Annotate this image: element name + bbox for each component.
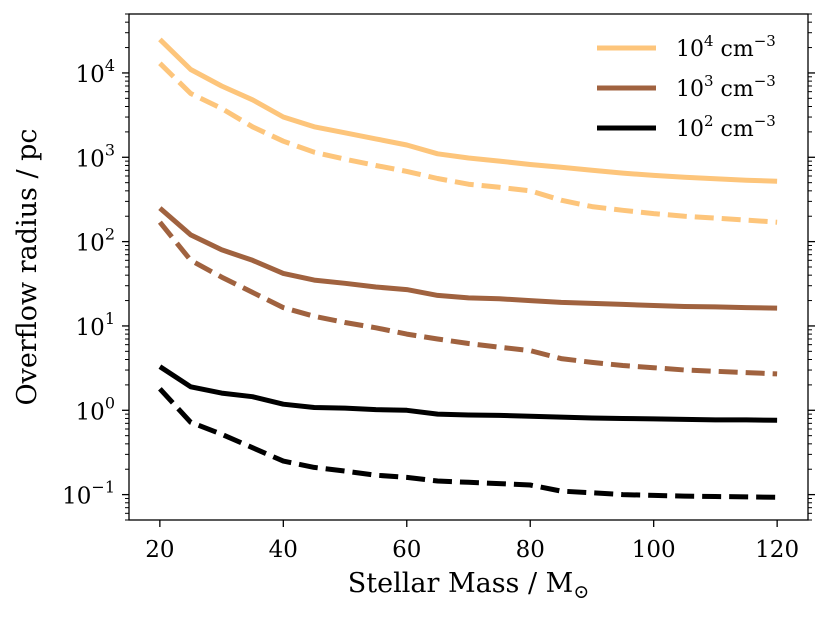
y-tick-label: 10−1 [62,478,115,510]
ticks-layer: 20 40 60 80 100 120 10−1 100 101 102 103 104 [62,13,815,563]
x-tick-label: 100 [632,537,676,563]
x-axis-label-sun-symbol: ⊙ [573,581,589,603]
x-tick-label: 80 [516,537,545,563]
series-line-3 [157,220,778,377]
legend: 104 cm−3 103 cm−3 102 cm−3 [597,32,776,142]
series-line-0 [158,37,778,184]
y-axis-label: Overflow radius / pc [12,128,43,405]
legend-label-0: 104 cm−3 [676,32,776,62]
y-tick-label: 101 [76,309,115,341]
series-line-2 [158,206,778,311]
y-tick-label: 100 [76,393,115,425]
x-tick-label: 120 [755,537,799,563]
series-line-4 [158,364,778,423]
y-tick-label: 102 [76,225,115,257]
legend-label-2: 102 cm−3 [676,112,776,142]
x-tick-label: 60 [392,537,421,563]
x-tick-label: 40 [269,537,298,563]
x-axis-label: Stellar Mass / M⊙ [348,568,589,603]
series-line-5 [158,387,778,500]
series-line-1 [158,61,778,225]
legend-label-1: 103 cm−3 [676,72,776,102]
x-tick-label: 20 [145,537,174,563]
series-layer [157,37,778,500]
y-tick-label: 103 [76,140,115,172]
x-axis-label-main: Stellar Mass / M [348,568,574,599]
y-tick-label: 104 [76,56,115,88]
